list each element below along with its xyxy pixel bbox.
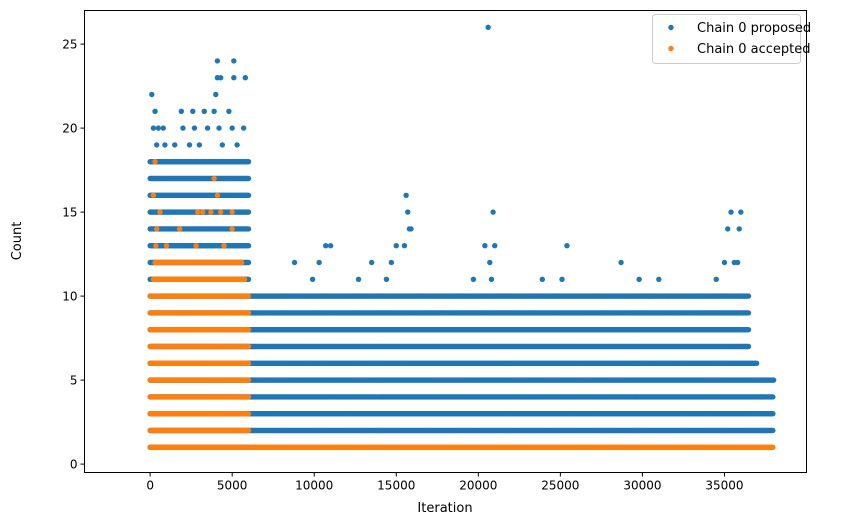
proposed-point xyxy=(753,360,760,366)
proposed-point xyxy=(770,411,776,417)
proposed-point xyxy=(770,427,776,434)
proposed-point xyxy=(770,394,776,400)
proposed-point xyxy=(745,343,752,350)
proposed-point xyxy=(745,327,752,333)
